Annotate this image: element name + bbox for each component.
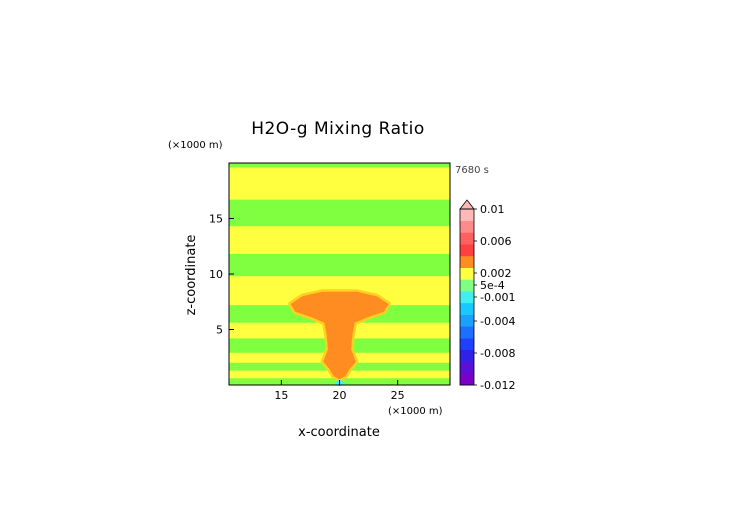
colorbar-label: -0.001: [480, 291, 515, 304]
y-tick-label: 10: [209, 268, 223, 281]
neutral-band-5: [229, 167, 450, 200]
y-axis-ticks: 5 10 15: [209, 213, 234, 337]
colorbar-swatch: [460, 291, 474, 304]
colorbar-label: -0.012: [480, 379, 515, 392]
colorbar-swatch: [460, 279, 474, 292]
colorbar-label: 0.01: [480, 203, 505, 216]
colorbar-swatch: [460, 338, 474, 351]
colorbar-swatch: [460, 326, 474, 339]
colorbar-swatch: [460, 314, 474, 327]
colorbar-swatch: [460, 244, 474, 257]
y-tick-label: 15: [209, 213, 223, 226]
neutral-band-4: [229, 226, 450, 254]
chart-title: H2O-g Mixing Ratio: [251, 119, 425, 139]
x-tick-label: 15: [274, 389, 288, 402]
plot-area: [228, 162, 451, 386]
colorbar-swatch: [460, 255, 474, 268]
region-positive-0: [290, 291, 389, 380]
y-tick-label: 5: [216, 324, 223, 337]
colorbar-label: 0.002: [480, 267, 512, 280]
colorbar: [459, 199, 475, 386]
x-axis-label: x-coordinate: [298, 425, 380, 440]
x-axis-ticks: 15 20 25: [274, 380, 405, 402]
colorbar-swatch: [460, 349, 474, 362]
time-label: 7680 s: [455, 165, 489, 176]
colorbar-swatch: [460, 302, 474, 315]
colorbar-extend-arrow: [459, 199, 475, 210]
colorbar-label: 5e-4: [480, 279, 505, 292]
x-tick-label: 25: [391, 389, 405, 402]
colorbar-swatch: [460, 209, 474, 222]
y-axis-label: z-coordinate: [184, 235, 199, 316]
colorbar-swatch: [460, 232, 474, 245]
colorbar-swatch: [460, 267, 474, 280]
colorbar-label: 0.006: [480, 235, 512, 248]
x-tick-label: 20: [333, 389, 347, 402]
x-unit-label: (×1000 m): [388, 406, 443, 417]
colorbar-label: -0.004: [480, 315, 515, 328]
contour-regions: [229, 167, 450, 386]
colorbar-swatch: [460, 220, 474, 233]
colorbar-swatch: [460, 373, 474, 386]
colorbar-swatch: [460, 361, 474, 374]
colorbar-label: -0.008: [480, 347, 515, 360]
y-unit-label: (×1000 m): [168, 140, 223, 151]
